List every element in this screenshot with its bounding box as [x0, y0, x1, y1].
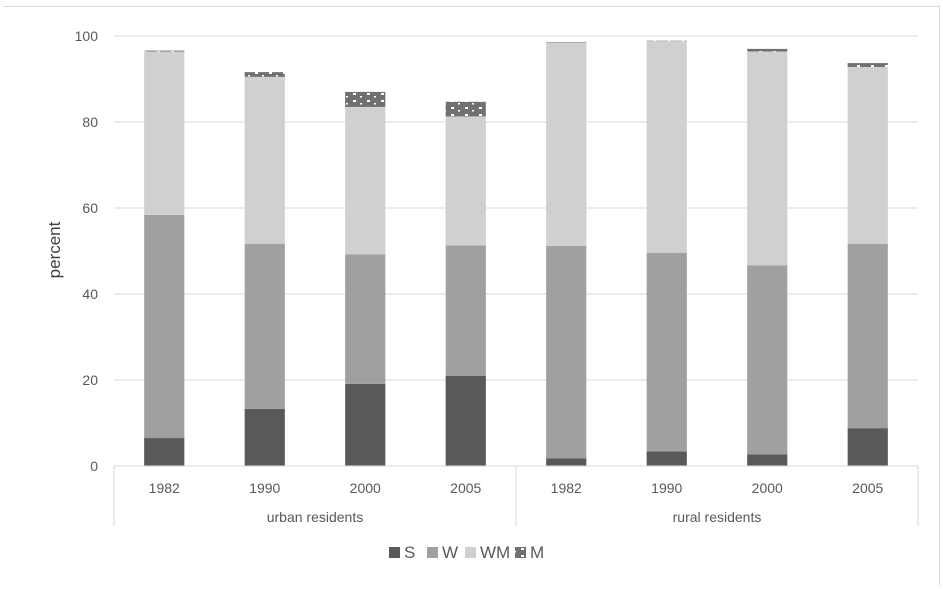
x-tick-label: 1990: [651, 480, 682, 496]
y-tick-label: 60: [82, 200, 98, 216]
x-tick-label: 2005: [852, 480, 883, 496]
gridlines: [114, 35, 918, 381]
bar-segment-s: [144, 438, 185, 466]
bar-segment-w: [144, 214, 185, 439]
legend-label-s: S: [404, 543, 415, 562]
y-tick-label: 80: [82, 114, 98, 130]
bar-segment-wm: [445, 116, 486, 246]
bar-segment-m: [747, 48, 788, 52]
y-tick-label: 0: [90, 458, 98, 474]
bar-segment-wm: [646, 41, 687, 253]
bar-segment-m: [144, 50, 185, 52]
x-tick-label: 1982: [149, 480, 180, 496]
bar-segment-wm: [546, 42, 587, 246]
y-tick-label: 100: [75, 28, 99, 44]
bar-segment-s: [244, 408, 285, 466]
bar-segment-wm: [747, 51, 788, 266]
legend: S W WM M: [389, 543, 544, 562]
bar-segment-wm: [345, 106, 386, 255]
bar-segment-s: [445, 375, 486, 466]
bar-segment-w: [747, 265, 788, 455]
bar-segment-s: [747, 454, 788, 466]
bar-segment-wm: [144, 51, 185, 215]
y-axis-label: percent: [45, 221, 64, 278]
bar-segment-s: [847, 428, 888, 466]
bar-segment-w: [445, 245, 486, 376]
y-tick-label: 40: [82, 286, 98, 302]
bar-segment-s: [345, 383, 386, 466]
x-tick-label: 1982: [551, 480, 582, 496]
bar-segment-w: [546, 245, 587, 459]
legend-label-m: M: [530, 543, 544, 562]
x-tick-label: 2000: [350, 480, 381, 496]
bar-segment-wm: [847, 66, 888, 244]
x-tick-label: 2005: [450, 480, 481, 496]
x-group-label: rural residents: [673, 509, 762, 525]
x-group-label: urban residents: [267, 509, 364, 525]
bar-segment-wm: [244, 76, 285, 244]
bar-segment-w: [345, 254, 386, 384]
legend-swatch-wm: [465, 547, 476, 558]
bar-segment-s: [646, 451, 687, 466]
legend-label-wm: WM: [480, 543, 510, 562]
bar-segment-w: [646, 252, 687, 452]
bar-segment-m: [847, 63, 888, 67]
legend-label-w: W: [442, 543, 458, 562]
legend-swatch-s: [389, 547, 400, 558]
bar-segment-w: [847, 243, 888, 429]
bar-segment-w: [244, 243, 285, 409]
bars: [144, 40, 888, 466]
legend-swatch-m: [515, 547, 526, 558]
x-tick-label: 2000: [752, 480, 783, 496]
y-tick-label: 20: [82, 372, 98, 388]
bar-segment-m: [244, 72, 285, 77]
bar-segment-m: [345, 91, 386, 107]
x-tick-label: 1990: [249, 480, 280, 496]
x-axis: 1982 1990 2000 2005 urban residents 1982 1990 2…: [113, 465, 919, 526]
legend-swatch-w: [427, 547, 438, 558]
bar-segment-m: [445, 101, 486, 117]
y-axis-ticks: 0 20 40 60 80 100: [75, 28, 99, 474]
bar-segment-s: [546, 458, 587, 466]
